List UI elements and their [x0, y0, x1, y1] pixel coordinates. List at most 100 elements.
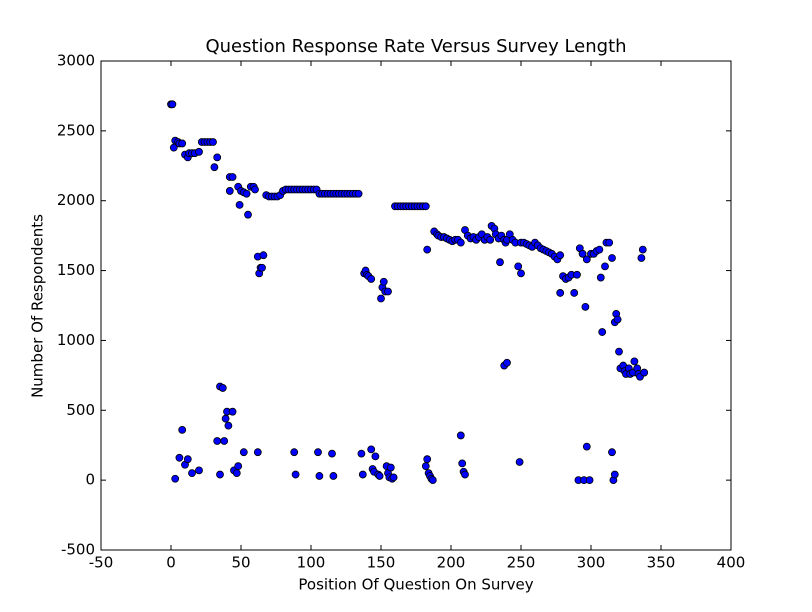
point: [371, 452, 380, 461]
point: [496, 258, 504, 267]
point: [329, 472, 338, 480]
point: [379, 277, 388, 286]
point: [178, 425, 187, 434]
point: [328, 449, 336, 458]
point: [218, 384, 227, 392]
point: [596, 273, 605, 282]
point: [615, 347, 623, 356]
point: [428, 476, 437, 485]
point: [357, 449, 366, 458]
point: [195, 147, 203, 156]
point: [638, 245, 647, 254]
x-tick-label: -50: [89, 554, 114, 572]
point: [244, 210, 252, 219]
point: [514, 262, 523, 271]
x-tick-label: 200: [437, 554, 466, 572]
point: [640, 368, 649, 377]
point: [384, 287, 392, 296]
point: [421, 462, 430, 471]
y-tick-label: -500: [61, 541, 95, 559]
point: [598, 328, 607, 336]
point: [458, 459, 467, 468]
y-tick-label: 2000: [57, 191, 95, 209]
x-tick-label: 0: [166, 554, 176, 572]
point: [354, 189, 363, 198]
point: [582, 442, 591, 451]
point: [315, 472, 324, 480]
point: [259, 251, 268, 260]
point: [613, 315, 622, 324]
point: [235, 201, 244, 209]
point: [314, 448, 322, 457]
point: [258, 263, 266, 272]
point: [608, 254, 616, 262]
point: [228, 173, 237, 181]
x-tick-label: 300: [577, 554, 606, 572]
point: [578, 249, 587, 258]
point: [595, 245, 604, 254]
point: [608, 448, 616, 457]
point: [239, 448, 248, 457]
point: [515, 458, 524, 466]
y-tick-label: 0: [85, 471, 95, 489]
point: [224, 421, 233, 430]
point: [423, 245, 432, 254]
x-tick-label: 50: [231, 554, 250, 572]
point: [423, 455, 432, 464]
point: [367, 275, 376, 283]
x-tick-label: 350: [647, 554, 676, 572]
y-tick-label: 1000: [57, 331, 95, 349]
y-tick-label: 3000: [57, 52, 95, 70]
point: [386, 463, 395, 472]
point: [456, 238, 465, 247]
point: [556, 289, 565, 297]
point: [225, 187, 234, 195]
point: [605, 238, 614, 247]
point: [234, 462, 243, 471]
point: [209, 138, 217, 146]
point: [461, 470, 469, 479]
point: [251, 185, 259, 194]
y-tick-label: 1500: [57, 261, 95, 279]
point: [421, 202, 430, 211]
point: [178, 139, 187, 148]
point: [183, 455, 192, 464]
x-tick-label: 400: [717, 554, 746, 572]
plot-frame: [100, 60, 732, 551]
point: [171, 474, 180, 483]
point: [242, 189, 251, 198]
point: [486, 235, 495, 244]
point: [232, 469, 241, 478]
point: [358, 470, 367, 479]
point: [253, 448, 262, 457]
point: [375, 472, 384, 480]
x-tick-label: 100: [297, 554, 326, 572]
y-tick-label: 2500: [57, 121, 95, 139]
point: [213, 437, 222, 445]
x-axis-label: Position Of Question On Survey: [298, 576, 533, 594]
point: [175, 453, 184, 462]
point: [195, 466, 203, 475]
point: [581, 302, 590, 311]
point: [210, 163, 219, 172]
point: [389, 473, 398, 482]
y-tick-label: 500: [66, 401, 95, 419]
point: [291, 470, 300, 479]
point: [221, 414, 230, 423]
point: [610, 470, 619, 479]
point: [168, 100, 177, 109]
point: [377, 294, 385, 303]
y-axis-label: Number Of Respondents: [29, 214, 47, 398]
point: [556, 251, 565, 260]
point: [456, 431, 465, 440]
point: [367, 445, 376, 454]
point: [503, 358, 511, 367]
point: [228, 407, 237, 416]
point: [601, 262, 609, 271]
chart-title: Question Response Rate Versus Survey Len…: [205, 36, 626, 57]
point: [213, 153, 222, 162]
point: [585, 476, 594, 485]
point: [188, 469, 196, 478]
point: [637, 254, 646, 262]
point: [290, 448, 299, 457]
